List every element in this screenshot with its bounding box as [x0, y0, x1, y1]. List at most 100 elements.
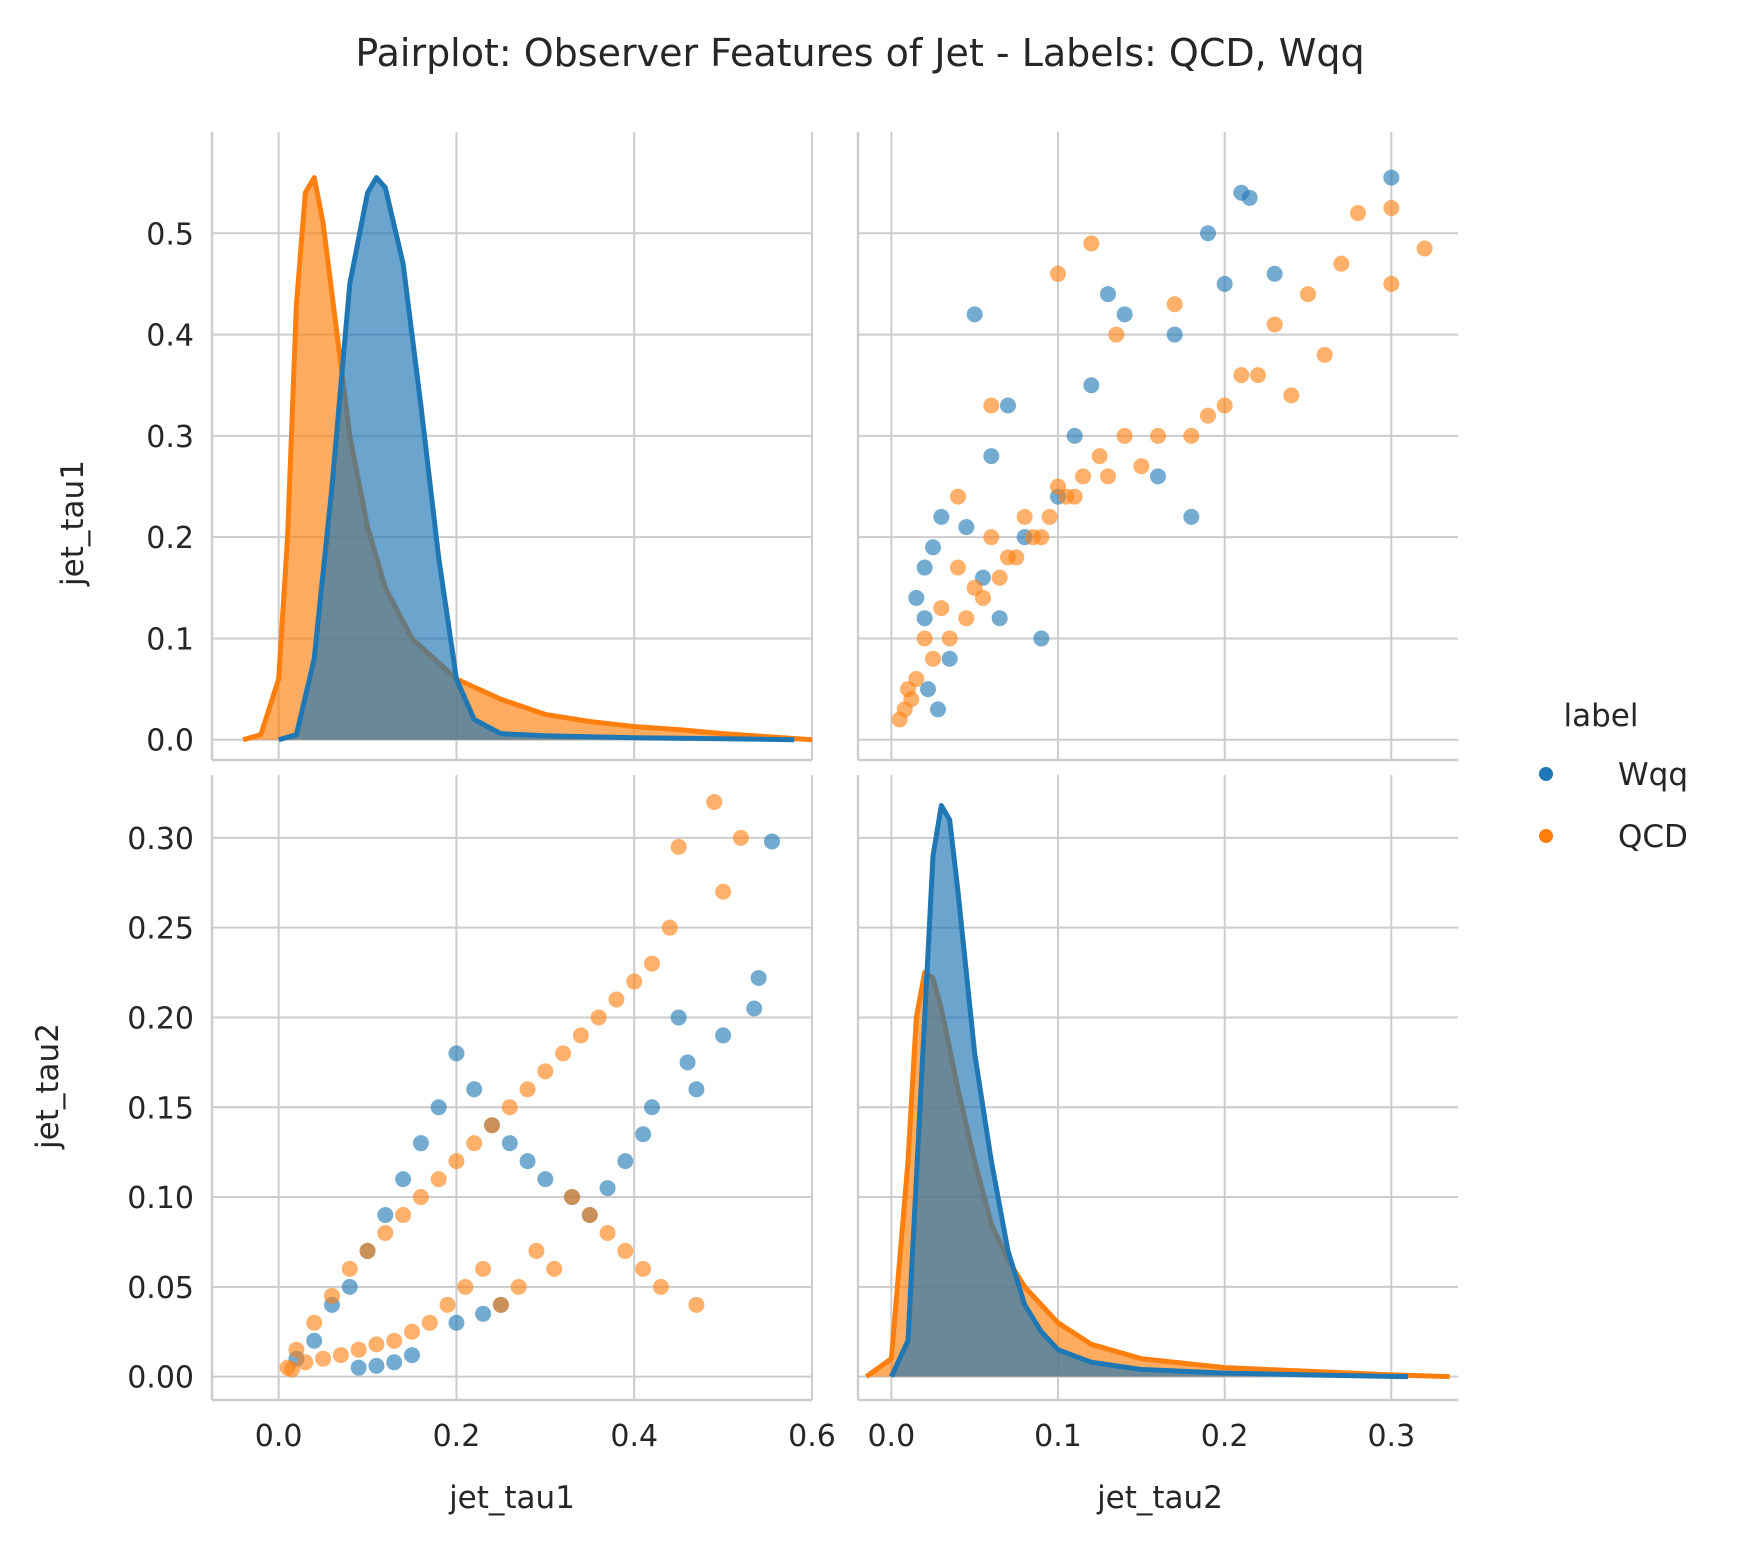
scatter-point-qcd: [617, 1242, 634, 1259]
scatter-point-wqq: [920, 681, 936, 698]
scatter-point-wqq: [448, 1314, 465, 1331]
scatter-point-qcd: [908, 670, 925, 687]
scatter-point-qcd: [368, 1336, 385, 1353]
scatter-point-qcd: [1025, 529, 1041, 546]
scatter-point-qcd: [661, 919, 678, 936]
legend-title: label: [1564, 698, 1639, 734]
scatter-point-qcd: [1091, 448, 1108, 465]
scatter-point-qcd: [608, 991, 625, 1008]
ytick-label: 0.3: [146, 420, 194, 455]
scatter-point-qcd: [324, 1287, 340, 1304]
scatter-point-qcd: [983, 529, 1000, 546]
scatter-point-wqq: [966, 306, 983, 323]
xtick-label: 0.4: [610, 1419, 658, 1454]
scatter-point-qcd: [475, 1260, 492, 1277]
scatter-point-qcd: [1108, 326, 1125, 343]
scatter-point-wqq: [1216, 275, 1233, 292]
scatter-point-qcd: [341, 1260, 358, 1277]
scatter-point-wqq: [350, 1359, 367, 1376]
scatter-point-qcd: [484, 1117, 500, 1134]
ytick-label: 0.05: [127, 1271, 194, 1306]
ytick-label: 0.0: [146, 724, 194, 759]
ylabel-jet-tau2: jet_tau2: [30, 1023, 66, 1150]
scatter-point-qcd: [386, 1332, 403, 1349]
scatter-point-wqq: [1116, 306, 1133, 323]
scatter-point-qcd: [1075, 468, 1091, 485]
scatter-point-qcd: [1200, 407, 1216, 424]
scatter-point-qcd: [644, 955, 660, 972]
scatter-point-qcd: [448, 1153, 465, 1170]
panel-jet_tau1-vs-jet_tau2: [856, 132, 1458, 762]
scatter-point-qcd: [519, 1081, 536, 1098]
scatter-point-qcd: [1266, 316, 1283, 333]
scatter-point-wqq: [386, 1354, 403, 1371]
scatter-point-qcd: [1283, 387, 1300, 404]
scatter-point-wqq: [1200, 225, 1216, 242]
scatter-point-qcd: [430, 1171, 447, 1188]
scatter-point-qcd: [941, 630, 958, 647]
scatter-point-qcd: [626, 973, 643, 990]
scatter-point-qcd: [404, 1323, 420, 1340]
legend-marker-qcd: [1539, 829, 1553, 843]
scatter-point-wqq: [679, 1054, 696, 1071]
scatter-point-wqq: [448, 1045, 465, 1062]
scatter-point-wqq: [1241, 189, 1258, 206]
scatter-point-wqq: [925, 539, 941, 556]
xtick-label: 0.6: [788, 1419, 836, 1454]
ytick-label: 0.25: [127, 912, 194, 947]
scatter-point-wqq: [1150, 468, 1166, 485]
scatter-point-wqq: [412, 1135, 429, 1152]
scatter-point-qcd: [528, 1242, 545, 1259]
scatter-point-qcd: [1316, 346, 1333, 363]
panel-jet_tau1-vs-jet_tau1: 0.0 0.1 0.2 0.3 0.4 0.5: [146, 132, 813, 762]
scatter-point-qcd: [350, 1341, 367, 1358]
scatter-point-qcd: [896, 701, 913, 718]
scatter-point-wqq: [1033, 630, 1050, 647]
scatter-point-qcd: [1008, 549, 1025, 566]
scatter-point-wqq: [306, 1332, 323, 1349]
scatter-point-wqq: [395, 1171, 412, 1188]
scatter-point-qcd: [590, 1009, 607, 1026]
ytick-label: 0.20: [127, 1001, 194, 1036]
scatter-point-wqq: [1183, 508, 1200, 525]
scatter-point-qcd: [510, 1278, 527, 1295]
scatter-point-qcd: [1166, 296, 1183, 313]
scatter-point-qcd: [1383, 275, 1400, 292]
kde-line-wqq: [277, 175, 795, 743]
scatter-point-wqq: [1266, 265, 1283, 282]
scatter-point-qcd: [501, 1099, 518, 1116]
scatter-point-qcd: [572, 1027, 589, 1044]
scatter-point-qcd: [555, 1045, 572, 1062]
panels: 0.00.10.20.30.40.50.000.050.100.150.200.…: [127, 132, 1458, 1454]
scatter-point-qcd: [466, 1135, 483, 1152]
scatter-point-wqq: [933, 508, 950, 525]
scatter-point-qcd: [1133, 458, 1150, 475]
scatter-point-qcd: [377, 1224, 394, 1241]
scatter-point-wqq: [1083, 377, 1100, 394]
scatter-point-qcd: [1333, 255, 1350, 272]
scatter-point-qcd: [421, 1314, 438, 1331]
scatter-point-wqq: [958, 519, 975, 536]
scatter-point-wqq: [644, 1099, 660, 1116]
scatter-point-wqq: [908, 589, 925, 606]
xtick-label: 0.0: [867, 1419, 915, 1454]
ytick-label: 0.30: [127, 822, 194, 857]
scatter-point-qcd: [395, 1207, 412, 1224]
scatter-point-qcd: [688, 1296, 705, 1313]
scatter-point-wqq: [475, 1305, 492, 1322]
xlabel-jet-tau2: jet_tau2: [1096, 1480, 1223, 1516]
scatter-point-wqq: [750, 969, 767, 986]
scatter-point-wqq: [617, 1153, 634, 1170]
scatter-point-wqq: [916, 610, 933, 627]
kde-fill-wqq: [891, 805, 1408, 1377]
scatter-point-qcd: [1050, 265, 1066, 282]
ytick-label: 0.5: [146, 217, 194, 252]
scatter-point-wqq: [537, 1171, 554, 1188]
scatter-point-qcd: [635, 1260, 652, 1277]
scatter-point-qcd: [1416, 240, 1433, 257]
scatter-point-wqq: [1066, 427, 1083, 444]
xtick-label: 0.0: [255, 1419, 303, 1454]
scatter-point-qcd: [715, 883, 732, 900]
scatter-point-qcd: [412, 1189, 429, 1206]
scatter-point-qcd: [1058, 488, 1075, 505]
